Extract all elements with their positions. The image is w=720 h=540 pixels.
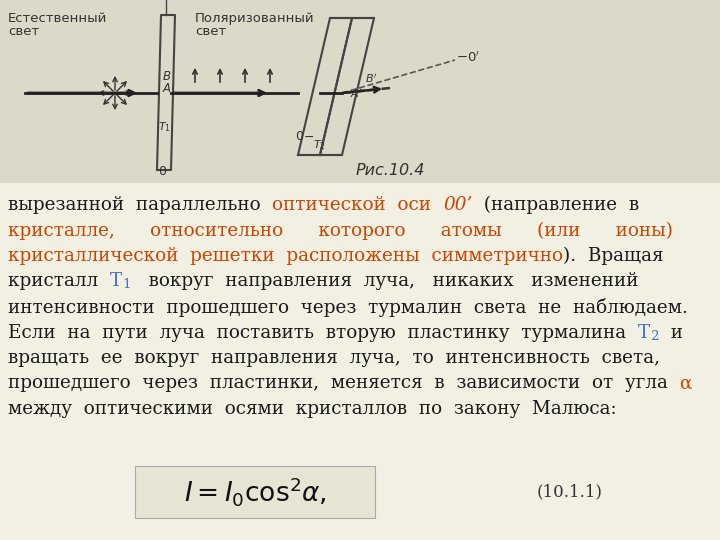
Text: вокруг  направления  луча,   никаких   изменений: вокруг направления луча, никаких изменен… — [130, 273, 638, 291]
Text: Рис.10.4: Рис.10.4 — [355, 163, 425, 178]
Text: T: T — [638, 323, 650, 341]
Text: свет: свет — [195, 25, 226, 38]
Text: и: и — [659, 323, 683, 341]
Text: Естественный: Естественный — [8, 12, 107, 25]
Bar — [135, 466, 375, 518]
Text: $0$: $0$ — [295, 130, 304, 143]
Text: $A$: $A$ — [162, 82, 172, 95]
Text: ).  Вращая: ). Вращая — [563, 247, 664, 265]
Text: вращать  ее  вокруг  направления  луча,  то  интенсивность  света,: вращать ее вокруг направления луча, то и… — [8, 349, 660, 367]
Text: 00’: 00’ — [443, 196, 472, 214]
Text: $-0'$: $-0'$ — [456, 51, 480, 65]
Text: прошедшего  через  пластинки,  меняется  в  зависимости  от  угла: прошедшего через пластинки, меняется в з… — [8, 375, 680, 393]
Text: $T_2$: $T_2$ — [313, 138, 326, 152]
Text: кристалле,      относительно      которого      атомы      (или      ионы): кристалле, относительно которого атомы (… — [8, 221, 673, 240]
Text: кристаллической  решетки  расположены  симметрично: кристаллической решетки расположены симм… — [8, 247, 563, 265]
Text: кристалл: кристалл — [8, 273, 110, 291]
Text: интенсивности  прошедшего  через  турмалин  света  не  наблюдаем.: интенсивности прошедшего через турмалин … — [8, 298, 688, 317]
Text: $\mathit{I} = \mathit{I}_0 \cos^2\!\alpha,$: $\mathit{I} = \mathit{I}_0 \cos^2\!\alph… — [184, 476, 326, 509]
Text: 2: 2 — [650, 329, 659, 342]
Text: $0$: $0$ — [158, 165, 168, 178]
Text: T: T — [110, 273, 122, 291]
Text: $A'$: $A'$ — [350, 87, 363, 100]
Text: Если  на  пути  луча  поставить  вторую  пластинку  турмалина: Если на пути луча поставить вторую пласт… — [8, 323, 638, 341]
Text: $-$: $-$ — [303, 130, 314, 143]
Text: вырезанной  параллельно: вырезанной параллельно — [8, 196, 272, 214]
Text: α: α — [680, 375, 692, 393]
Text: Поляризованный: Поляризованный — [195, 12, 315, 25]
Text: $B'$: $B'$ — [365, 72, 377, 85]
Text: свет: свет — [8, 25, 39, 38]
Text: $T_1$: $T_1$ — [158, 120, 171, 134]
Text: оптической  оси: оптической оси — [272, 196, 443, 214]
Text: между  оптическими  осями  кристаллов  по  закону  Малюса:: между оптическими осями кристаллов по за… — [8, 400, 616, 418]
Text: $B$: $B$ — [162, 70, 171, 83]
Text: (направление  в: (направление в — [472, 196, 639, 214]
Text: 1: 1 — [122, 279, 130, 292]
Text: (10.1.1): (10.1.1) — [537, 483, 603, 501]
Bar — [0, 0, 720, 183]
